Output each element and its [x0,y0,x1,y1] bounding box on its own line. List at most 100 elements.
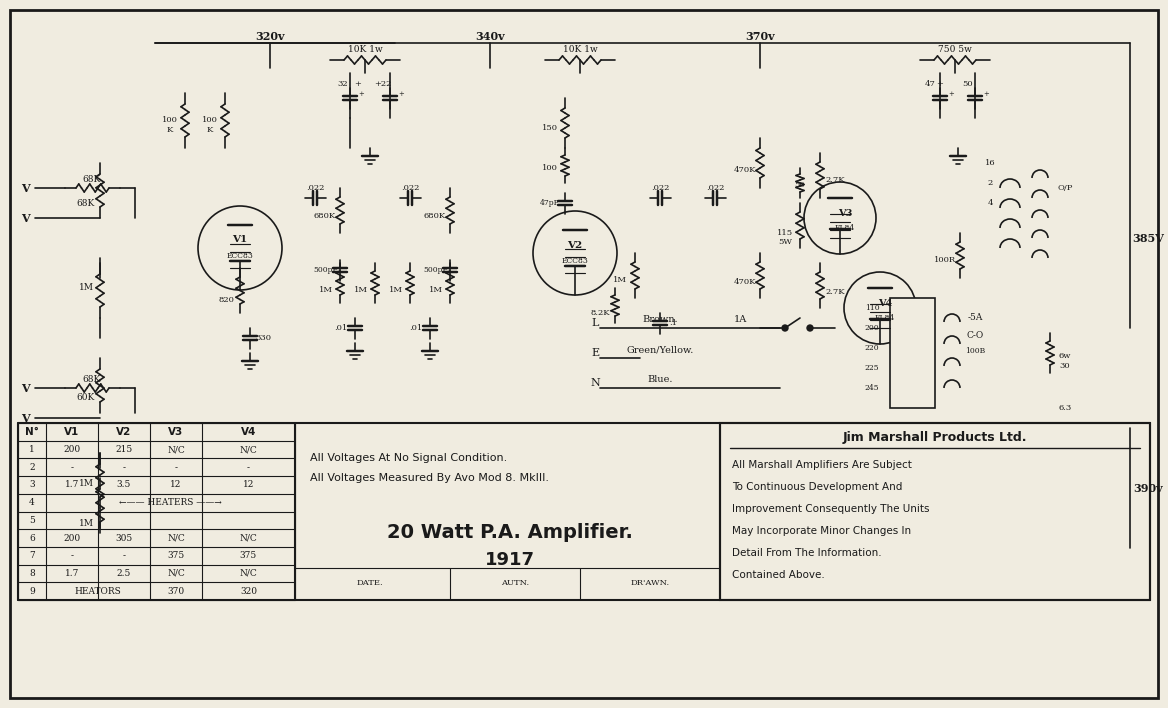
Text: 340v: 340v [475,30,505,42]
Text: 110: 110 [864,304,880,312]
Text: 370v: 370v [745,30,774,42]
Text: Contained Above.: Contained Above. [732,570,825,580]
Text: 7: 7 [29,552,35,560]
Text: 305: 305 [116,534,133,542]
Text: V: V [21,212,29,224]
Text: 1.7: 1.7 [64,569,79,578]
Text: 1M: 1M [354,286,368,294]
Text: 375: 375 [239,552,257,560]
Text: 100: 100 [542,164,558,172]
Text: 1: 1 [29,445,35,454]
Text: 245: 245 [864,384,880,392]
Text: 4: 4 [29,498,35,507]
Text: 16: 16 [985,159,995,167]
Text: 1M: 1M [78,518,93,527]
Text: May Incorporate Minor Changes In: May Incorporate Minor Changes In [732,526,911,536]
Text: N/C: N/C [239,569,257,578]
Text: -: - [70,552,74,560]
Text: AUTN.: AUTN. [501,579,529,587]
Text: V: V [21,413,29,423]
Text: 12: 12 [171,481,182,489]
Text: .01: .01 [409,324,423,332]
Bar [890,298,936,408]
Text: 5W: 5W [778,238,792,246]
Text: 225: 225 [864,364,880,372]
Text: +: + [983,90,989,98]
Text: 500pF: 500pF [314,266,339,274]
Text: 390v: 390v [1133,482,1163,493]
Circle shape [783,325,788,331]
Text: +22: +22 [374,80,391,88]
Text: Improvement Consequently The Units: Improvement Consequently The Units [732,504,930,514]
Text: N/C: N/C [167,534,185,542]
Text: N°: N° [25,427,39,437]
Text: -: - [246,463,250,472]
Circle shape [807,325,813,331]
Text: 4: 4 [987,199,993,207]
Text: 1M: 1M [78,283,93,292]
Text: K: K [207,126,214,134]
Text: 1M: 1M [389,286,403,294]
Text: 68K: 68K [77,198,95,207]
Text: 1A: 1A [734,316,746,324]
Text: 500pF: 500pF [424,266,449,274]
Text: 30: 30 [1059,362,1070,370]
Text: 5: 5 [29,516,35,525]
Text: 470K: 470K [734,278,756,286]
Text: .022: .022 [705,184,724,192]
Text: V3: V3 [837,208,853,217]
Text: 1.7: 1.7 [64,481,79,489]
Text: O/P: O/P [1057,184,1072,192]
Text: .022: .022 [401,184,419,192]
Text: 330: 330 [255,334,271,342]
Text: Green/Yellow.: Green/Yellow. [626,346,694,355]
Text: 47pF: 47pF [540,199,559,207]
Text: 6w: 6w [1059,352,1071,360]
Text: N/C: N/C [167,569,185,578]
Text: +: + [937,80,944,88]
Text: E: E [591,348,599,358]
Text: All Voltages At No Signal Condition.: All Voltages At No Signal Condition. [310,453,507,463]
Text: -: - [70,463,74,472]
Text: V1: V1 [64,427,79,437]
Bar [719,423,1150,600]
Text: V3: V3 [168,427,183,437]
Text: 2.7K: 2.7K [825,176,844,184]
Text: 6.3: 6.3 [1058,404,1071,412]
Text: V2: V2 [117,427,132,437]
Text: 100: 100 [162,116,178,124]
Text: 68K: 68K [83,174,102,183]
Text: -: - [174,463,178,472]
Text: 12: 12 [243,481,255,489]
Text: +: + [948,90,954,98]
Text: N/C: N/C [239,445,257,454]
Text: V4: V4 [241,427,256,437]
Text: EL84: EL84 [875,314,895,322]
Text: +: + [398,90,404,98]
Text: V: V [21,382,29,394]
Text: -: - [123,552,125,560]
Text: 100R: 100R [934,256,957,264]
Text: 3: 3 [29,481,35,489]
Text: 2.7K: 2.7K [825,288,844,296]
Text: 50: 50 [794,181,805,189]
Text: 215: 215 [116,445,133,454]
Text: All Marshall Amplifiers Are Subject: All Marshall Amplifiers Are Subject [732,460,912,470]
Text: 375: 375 [167,552,185,560]
Text: 8.2K: 8.2K [590,309,610,317]
Text: 100: 100 [202,116,218,124]
Text: 10K 1w: 10K 1w [348,45,382,55]
Text: V2: V2 [568,241,583,249]
Text: 50: 50 [962,80,973,88]
Text: V1: V1 [232,236,248,244]
Text: 370: 370 [167,587,185,595]
Text: 220: 220 [864,344,880,352]
Text: 9: 9 [29,587,35,595]
Text: DATE.: DATE. [356,579,383,587]
Text: Blue.: Blue. [647,375,673,384]
Text: .022: .022 [651,184,669,192]
Text: 1M: 1M [78,479,93,488]
Text: 470K: 470K [734,166,756,174]
Text: 8: 8 [29,569,35,578]
Text: K: K [167,126,173,134]
